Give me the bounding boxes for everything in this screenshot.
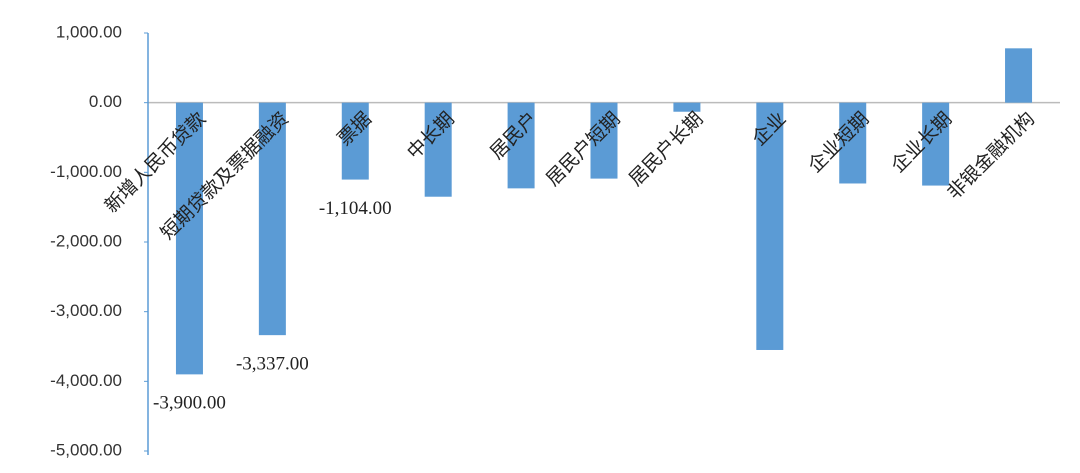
bar — [341, 102, 369, 180]
bar — [507, 102, 535, 189]
y-tick-label: -3,000.00 — [50, 301, 122, 320]
bar — [673, 102, 701, 112]
y-tick-label: -2,000.00 — [50, 231, 122, 250]
bar — [839, 102, 867, 184]
bar — [175, 102, 203, 375]
y-tick-label: 1,000.00 — [56, 22, 122, 41]
bar — [590, 102, 618, 179]
y-tick-label: -4,000.00 — [50, 371, 122, 390]
x-tick-label: 居民户长期 — [625, 108, 708, 191]
value-label: -3,900.00 — [153, 393, 226, 414]
y-tick-label: -1,000.00 — [50, 162, 122, 181]
bar — [1005, 48, 1033, 103]
bar — [756, 102, 784, 350]
value-label: -1,104.00 — [319, 198, 392, 219]
bar — [258, 102, 286, 336]
y-tick-label: -5,000.00 — [50, 440, 122, 459]
value-label: -3,337.00 — [236, 354, 309, 375]
x-tick-label: 票据 — [333, 108, 375, 150]
bar — [424, 102, 452, 197]
bar — [922, 102, 950, 186]
x-tick-label: 企业 — [748, 108, 790, 150]
y-tick-label: 0.00 — [89, 92, 122, 111]
x-tick-label: 非银金融机构 — [943, 108, 1039, 204]
